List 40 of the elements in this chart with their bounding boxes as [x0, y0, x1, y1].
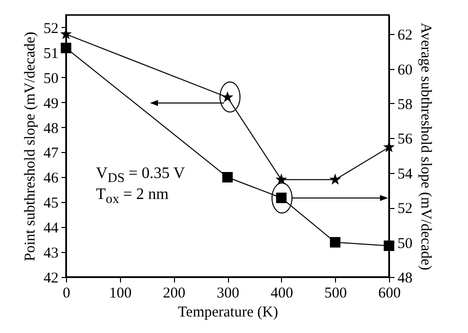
y2-axis-title: Average subthreshold slope (mV/decade) [418, 22, 434, 270]
point [383, 141, 395, 152]
annotation: T$_{ox}$ = 2 nm [96, 186, 169, 208]
y2-tick-label: 48 [398, 270, 412, 286]
y-tick-label: 50 [44, 70, 58, 87]
y-tick-label: 43 [44, 246, 58, 262]
x-tick-label: 400 [270, 286, 294, 302]
x-tick-label: 500 [324, 286, 347, 302]
y2-tick-label: 62 [398, 28, 412, 44]
y-tick-label: 45 [44, 196, 58, 212]
x-tick-label: 100 [109, 286, 132, 302]
y-axis-title: Point subthreshold slope (mV/decade) [22, 32, 38, 262]
y2-tick-label: 52 [398, 201, 412, 218]
x-tick-label: 600 [378, 286, 401, 302]
y2-tick-label: 54 [398, 166, 413, 182]
y2-tick-label: 60 [398, 62, 412, 78]
y-tick-label: 48 [44, 120, 58, 137]
y-tick-label: 47 [44, 146, 59, 162]
point [60, 28, 72, 40]
y-tick-label: 44 [44, 220, 59, 237]
annotation: V$_{DS}$ = 0.35 V [96, 165, 185, 186]
y-tick-label: 42 [44, 270, 58, 286]
x-axis-title: Temperature (K) [178, 304, 278, 320]
x-tick-label: 200 [162, 286, 186, 302]
y-tick-label: 49 [44, 96, 58, 112]
y-tick-label: 46 [44, 170, 59, 187]
point [384, 240, 394, 252]
y2-tick-label: 58 [398, 96, 412, 113]
y2-tick-label: 56 [398, 132, 413, 148]
point [330, 237, 340, 248]
x-tick-label: 300 [216, 286, 240, 302]
y-tick-label: 52 [44, 20, 58, 37]
point [60, 42, 72, 54]
x-tick-label: 0 [62, 286, 70, 302]
y2-tick-label: 50 [398, 236, 412, 252]
point [276, 174, 288, 185]
point [222, 172, 233, 182]
point [329, 174, 341, 185]
point [276, 192, 287, 204]
y-tick-label: 51 [44, 46, 58, 62]
